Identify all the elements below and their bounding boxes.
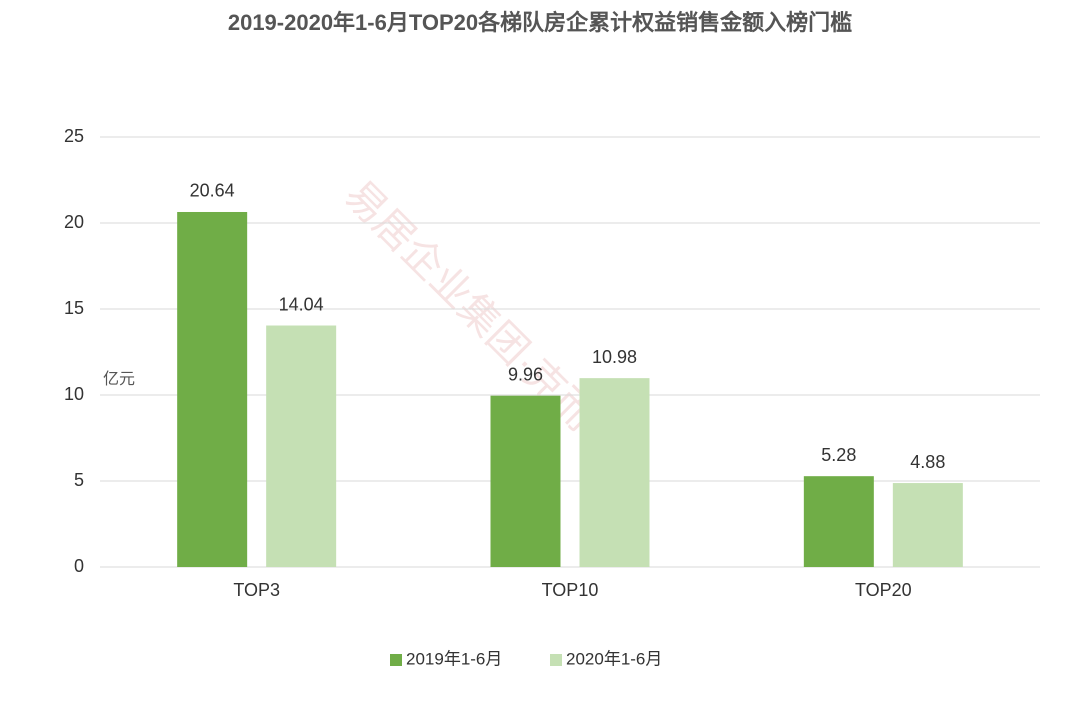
- y-tick-label: 0: [74, 556, 84, 576]
- legend-label: 2019年1-6月: [406, 649, 502, 668]
- y-tick-label: 20: [64, 212, 84, 232]
- value-label: 5.28: [821, 445, 856, 465]
- unit-label: 亿元: [103, 370, 135, 388]
- bar: [177, 211, 248, 567]
- y-tick-label: 25: [64, 126, 84, 146]
- legend-swatch: [390, 654, 402, 666]
- y-tick-label: 5: [74, 470, 84, 490]
- value-label: 10.98: [592, 347, 637, 367]
- value-label: 20.64: [190, 181, 235, 201]
- bar: [266, 325, 337, 567]
- legend-swatch: [550, 654, 562, 666]
- value-label: 14.04: [279, 294, 324, 314]
- x-tick-label: TOP20: [855, 580, 912, 600]
- x-tick-label: TOP3: [233, 580, 280, 600]
- y-tick-label: 15: [64, 298, 84, 318]
- bar: [490, 395, 561, 567]
- legend-label: 2020年1-6月: [566, 649, 662, 668]
- bar: [803, 476, 874, 567]
- value-label: 4.88: [910, 452, 945, 472]
- y-tick-label: 10: [64, 384, 84, 404]
- bar: [892, 483, 963, 567]
- x-tick-label: TOP10: [542, 580, 599, 600]
- bar: [579, 378, 650, 567]
- value-label: 9.96: [508, 364, 543, 384]
- chart-title: 2019-2020年1-6月TOP20各梯队房企累计权益销售金额入榜门槛: [228, 10, 852, 35]
